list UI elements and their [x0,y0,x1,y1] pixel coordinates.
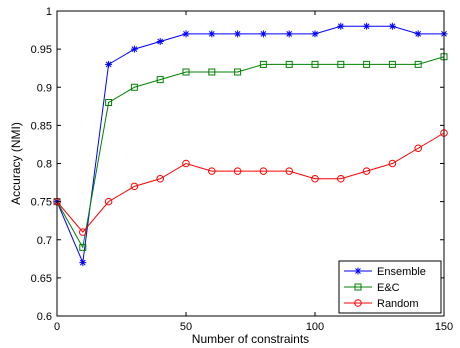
series-line-e-c [56,56,445,249]
data-point-e-c [259,60,267,68]
y-tick-label: 0.85 [31,120,52,132]
data-point-random [388,159,397,168]
data-point-random [156,174,164,183]
y-tick-label: 0.75 [31,197,52,209]
data-point-random [79,228,87,236]
data-point-e-c [285,60,293,68]
data-point-random [208,167,216,175]
series-line-random [56,132,445,233]
series-random [53,129,448,236]
data-point-random [259,167,268,175]
data-point-ensemble [388,22,396,30]
data-point-random [414,144,423,153]
data-point-ensemble [363,22,371,30]
x-tick-label: 100 [306,321,324,333]
data-point-e-c [311,60,319,68]
data-point-e-c [105,99,113,106]
y-tick-label: 0.7 [37,235,52,247]
data-point-ensemble [234,30,242,38]
axis-ticks: 0 50 100 150 0.6 0.65 0.7 0.75 0.8 0.85 0.9 0.95 1 [31,6,454,333]
data-point-e-c [130,83,138,91]
legend-label-ensemble: Ensemble [377,266,426,278]
x-tick-label: 150 [435,321,453,333]
data-point-ensemble [337,22,345,30]
data-point-random [182,159,190,168]
data-point-e-c [234,68,242,76]
data-point-random [130,182,139,191]
y-tick-label: 0.6 [37,311,52,323]
data-point-e-c [79,243,87,251]
data-point-e-c [363,60,371,68]
data-point-ensemble [414,30,422,38]
data-point-e-c [182,68,190,76]
data-point-ensemble [130,45,138,53]
data-point-random [311,174,319,183]
data-point-random [337,174,345,183]
y-tick-label: 0.9 [37,82,52,94]
series-ensemble [53,22,448,267]
series-line-ensemble [56,25,444,265]
data-point-e-c [337,60,345,68]
y-tick-label: 0.95 [31,44,52,56]
data-point-ensemble [156,38,164,45]
data-point-ensemble [259,30,267,38]
x-tick-label: 0 [54,321,60,333]
data-point-random [233,167,242,175]
data-point-e-c [388,60,396,68]
legend-label-random: Random [377,298,419,310]
legend-label-e-c: E&C [377,282,400,294]
series-e-c [53,53,448,251]
data-point-ensemble [105,60,113,68]
legend-marker-random [354,299,362,307]
legend-marker-e-c [354,283,362,291]
data-point-e-c [208,68,216,76]
legend-marker-ensemble [354,267,362,275]
legend: Ensemble E&C Random [338,260,442,314]
y-tick-label: 0.8 [37,159,52,171]
data-point-e-c [156,76,164,84]
y-tick-label: 0.65 [31,273,52,285]
plot-marks [53,22,448,267]
x-tick-label: 50 [180,321,192,333]
y-tick-label: 1 [46,6,52,18]
data-point-ensemble [285,30,293,38]
data-point-ensemble [208,30,216,38]
data-point-ensemble [311,30,319,38]
x-axis-label: Number of constraints [192,332,309,346]
data-point-e-c [414,60,422,68]
data-point-ensemble [182,30,190,38]
data-point-random [104,197,113,206]
y-axis-label: Accuracy (NMI) [9,122,23,205]
data-point-ensemble [79,259,87,267]
data-point-random [362,167,371,175]
data-point-random [285,167,294,175]
